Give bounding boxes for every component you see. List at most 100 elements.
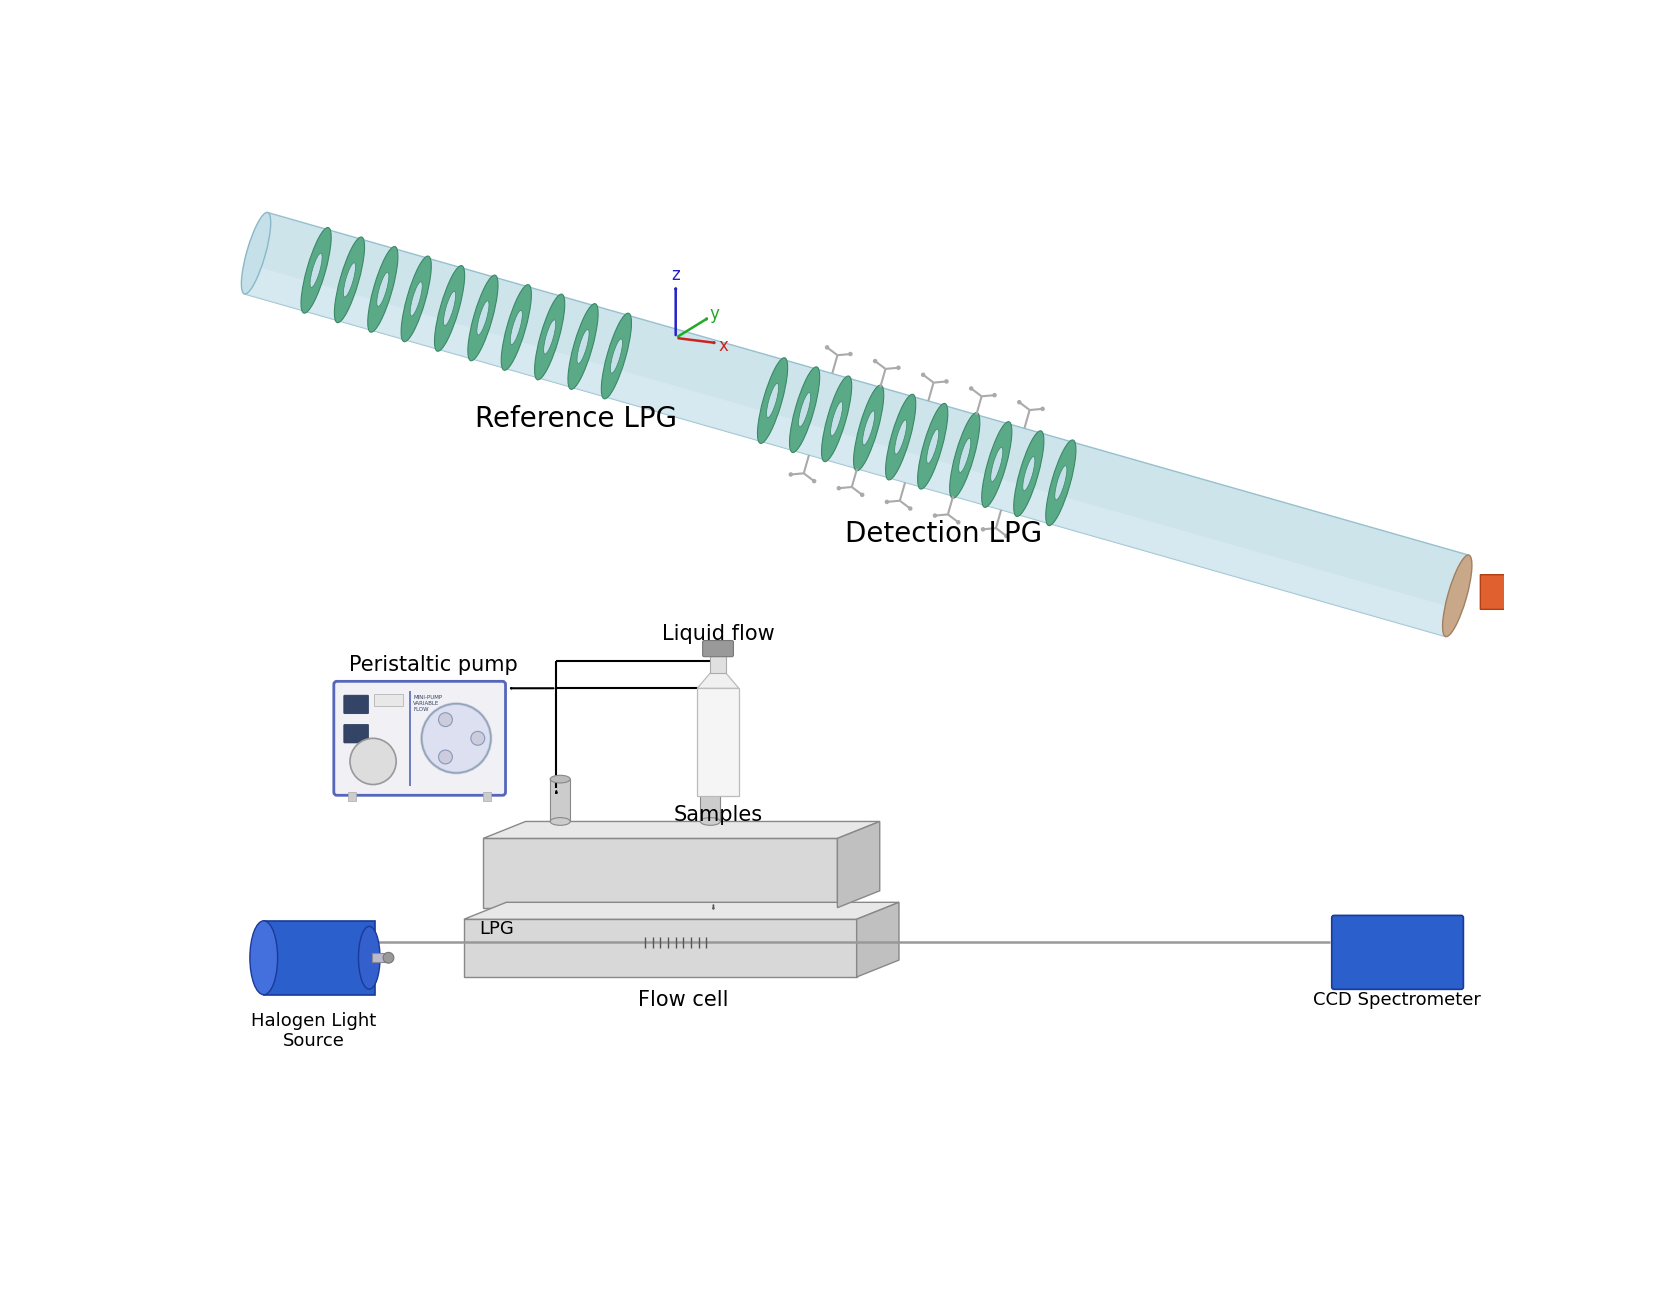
Ellipse shape <box>550 818 570 825</box>
Ellipse shape <box>411 281 422 317</box>
FancyArrow shape <box>109 226 203 272</box>
Ellipse shape <box>501 285 531 370</box>
Ellipse shape <box>885 394 915 480</box>
Ellipse shape <box>568 303 598 390</box>
Ellipse shape <box>895 420 907 454</box>
Ellipse shape <box>439 749 453 764</box>
Polygon shape <box>464 920 856 977</box>
Ellipse shape <box>821 375 851 462</box>
Text: LPG: LPG <box>479 920 515 938</box>
FancyBboxPatch shape <box>1332 916 1463 989</box>
Ellipse shape <box>701 818 721 825</box>
Ellipse shape <box>991 447 1002 481</box>
Ellipse shape <box>550 776 570 783</box>
Text: CCD Spectrometer: CCD Spectrometer <box>1314 991 1482 1008</box>
Polygon shape <box>245 212 1468 637</box>
FancyBboxPatch shape <box>344 695 369 714</box>
Ellipse shape <box>1041 407 1044 411</box>
Ellipse shape <box>848 352 853 356</box>
Ellipse shape <box>377 272 389 306</box>
Text: Detection LPG: Detection LPG <box>845 521 1042 548</box>
Text: Samples: Samples <box>674 806 763 825</box>
Polygon shape <box>483 838 838 908</box>
Polygon shape <box>697 672 739 688</box>
Ellipse shape <box>701 776 721 783</box>
Polygon shape <box>711 654 726 672</box>
Ellipse shape <box>510 310 523 344</box>
Ellipse shape <box>367 246 397 332</box>
Ellipse shape <box>885 500 890 504</box>
Text: MINI-PUMP
VARIABLE
FLOW: MINI-PUMP VARIABLE FLOW <box>412 695 442 712</box>
Ellipse shape <box>335 237 365 323</box>
Polygon shape <box>550 780 570 821</box>
Ellipse shape <box>789 366 820 453</box>
Ellipse shape <box>897 365 900 370</box>
Ellipse shape <box>789 472 793 476</box>
Ellipse shape <box>250 921 278 994</box>
Ellipse shape <box>359 926 380 989</box>
Ellipse shape <box>444 292 456 326</box>
Ellipse shape <box>1443 555 1472 637</box>
Ellipse shape <box>471 731 484 746</box>
Ellipse shape <box>969 386 974 391</box>
Ellipse shape <box>944 379 949 383</box>
Ellipse shape <box>610 339 622 373</box>
Ellipse shape <box>434 266 464 352</box>
Polygon shape <box>483 793 491 802</box>
Ellipse shape <box>350 738 396 785</box>
Ellipse shape <box>853 385 883 471</box>
Ellipse shape <box>927 429 939 463</box>
Text: Liquid flow: Liquid flow <box>662 624 774 645</box>
Ellipse shape <box>535 294 565 379</box>
Ellipse shape <box>908 506 912 511</box>
Ellipse shape <box>918 403 949 489</box>
Ellipse shape <box>302 228 332 313</box>
Text: z: z <box>672 266 680 284</box>
Ellipse shape <box>959 438 970 472</box>
Ellipse shape <box>1022 456 1034 490</box>
Ellipse shape <box>863 411 875 445</box>
Ellipse shape <box>811 479 816 484</box>
FancyBboxPatch shape <box>334 681 506 795</box>
Ellipse shape <box>992 392 997 398</box>
Ellipse shape <box>982 421 1012 508</box>
Ellipse shape <box>310 254 322 288</box>
Ellipse shape <box>577 330 588 364</box>
Text: x: x <box>719 337 727 354</box>
Ellipse shape <box>1017 400 1021 404</box>
Ellipse shape <box>602 313 632 399</box>
Polygon shape <box>263 921 375 994</box>
Ellipse shape <box>873 358 877 364</box>
Polygon shape <box>372 954 389 963</box>
Ellipse shape <box>934 513 937 518</box>
Ellipse shape <box>825 345 830 349</box>
Ellipse shape <box>798 392 811 426</box>
Polygon shape <box>349 793 355 802</box>
Ellipse shape <box>1014 430 1044 517</box>
Ellipse shape <box>950 412 980 498</box>
Ellipse shape <box>384 952 394 963</box>
Ellipse shape <box>920 373 925 377</box>
Ellipse shape <box>766 383 779 417</box>
Ellipse shape <box>1046 439 1076 526</box>
Polygon shape <box>838 821 880 908</box>
Polygon shape <box>464 903 898 920</box>
FancyArrow shape <box>1480 566 1580 617</box>
Ellipse shape <box>344 263 355 297</box>
Ellipse shape <box>401 256 431 341</box>
Ellipse shape <box>955 521 960 525</box>
Ellipse shape <box>241 212 272 294</box>
Ellipse shape <box>422 704 491 773</box>
Ellipse shape <box>836 487 841 490</box>
Ellipse shape <box>980 527 985 531</box>
Ellipse shape <box>860 493 865 497</box>
Ellipse shape <box>468 275 498 361</box>
Polygon shape <box>701 780 721 821</box>
Ellipse shape <box>439 713 453 726</box>
Ellipse shape <box>543 320 556 354</box>
FancyBboxPatch shape <box>344 725 369 743</box>
Ellipse shape <box>831 402 843 436</box>
Ellipse shape <box>478 301 489 335</box>
Polygon shape <box>697 688 739 797</box>
Polygon shape <box>483 821 880 838</box>
